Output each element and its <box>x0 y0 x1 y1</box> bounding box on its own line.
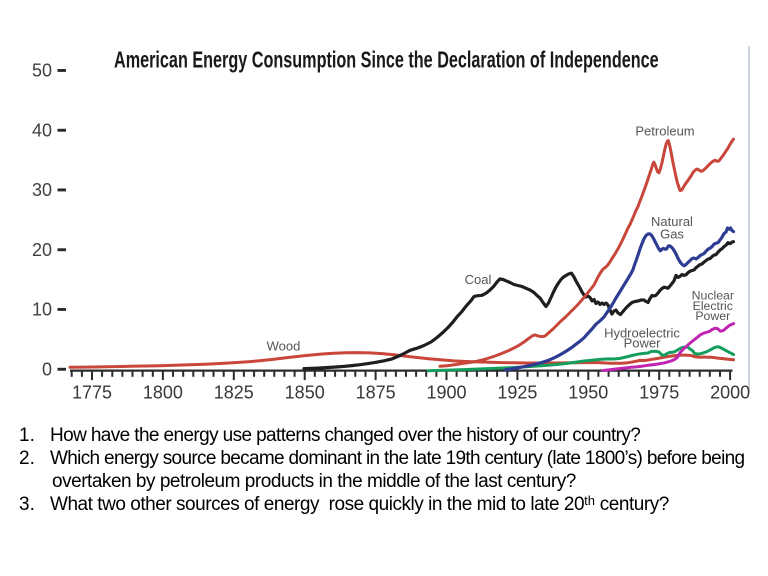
svg-text:1825: 1825 <box>214 383 254 403</box>
svg-text:Petroleum: Petroleum <box>635 124 694 139</box>
svg-text:Power: Power <box>624 336 662 351</box>
svg-text:10: 10 <box>32 300 52 320</box>
svg-text:1875: 1875 <box>356 383 396 403</box>
svg-text:Natural: Natural <box>651 214 693 229</box>
svg-text:1950: 1950 <box>568 383 608 403</box>
svg-text:1925: 1925 <box>497 383 537 403</box>
svg-text:40: 40 <box>32 121 52 141</box>
svg-text:Power: Power <box>695 309 730 323</box>
svg-text:1775: 1775 <box>72 383 112 403</box>
svg-text:0: 0 <box>42 360 52 380</box>
svg-text:American Energy Consumption Si: American Energy Consumption Since the De… <box>114 48 659 74</box>
svg-text:2000: 2000 <box>710 383 750 403</box>
svg-text:1900: 1900 <box>426 383 466 403</box>
svg-text:50: 50 <box>32 61 52 81</box>
svg-text:Coal: Coal <box>465 272 492 287</box>
svg-text:20: 20 <box>32 240 52 260</box>
svg-text:1850: 1850 <box>285 383 325 403</box>
svg-text:Hydroelectric: Hydroelectric <box>604 326 680 341</box>
svg-text:Gas: Gas <box>660 227 684 242</box>
svg-text:Wood: Wood <box>267 339 301 354</box>
svg-text:1975: 1975 <box>639 383 679 403</box>
svg-text:Electric: Electric <box>693 299 733 313</box>
svg-text:30: 30 <box>32 180 52 200</box>
svg-text:Nuclear: Nuclear <box>692 289 734 303</box>
svg-text:1800: 1800 <box>143 383 183 403</box>
